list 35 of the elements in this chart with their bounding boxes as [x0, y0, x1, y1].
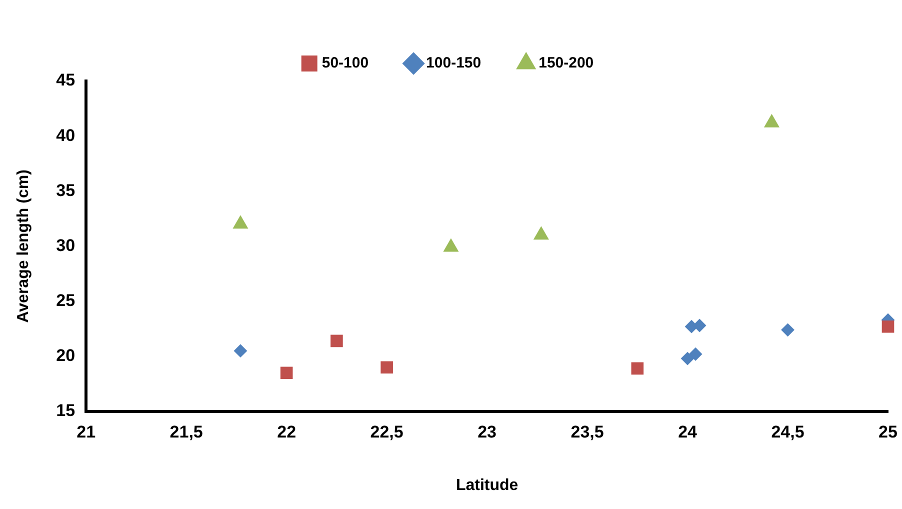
legend-label: 50-100: [322, 54, 369, 72]
point: [234, 344, 247, 358]
y-axis-title: Average length (cm): [15, 170, 32, 323]
x-tick-label: 24,5: [771, 422, 804, 442]
x-tick-label: 23,5: [570, 422, 604, 442]
x-tick-label: 21,5: [170, 422, 203, 442]
point: [534, 226, 549, 240]
point: [764, 114, 780, 128]
point: [882, 320, 894, 333]
point: [631, 362, 644, 375]
point: [681, 352, 694, 366]
x-tick-label: 21: [76, 422, 96, 442]
x-tick-label: 22,5: [370, 422, 404, 442]
point: [330, 334, 343, 348]
y-tick-label: 40: [56, 126, 76, 145]
y-tick-label: 20: [56, 346, 76, 366]
point: [380, 361, 393, 374]
x-tick-label: 25: [878, 422, 898, 442]
y-tick-label: 30: [56, 236, 76, 255]
y-tick-label: 35: [56, 180, 76, 200]
point: [689, 348, 702, 361]
x-tick-label: 23: [478, 422, 497, 442]
legend-label: 100-150: [426, 54, 482, 72]
x-tick-label: 22: [277, 422, 296, 442]
legend-label: 150-200: [538, 54, 594, 72]
x-axis-title: Latitude: [456, 476, 518, 494]
y-tick-label: 15: [56, 401, 76, 420]
y-tick-label: 25: [56, 290, 76, 310]
point: [781, 323, 794, 336]
y-tick-label: 45: [56, 70, 76, 90]
point: [233, 216, 248, 229]
x-tick-label: 24: [678, 422, 698, 442]
point: [444, 238, 458, 252]
point: [693, 318, 706, 332]
point: [280, 366, 293, 380]
